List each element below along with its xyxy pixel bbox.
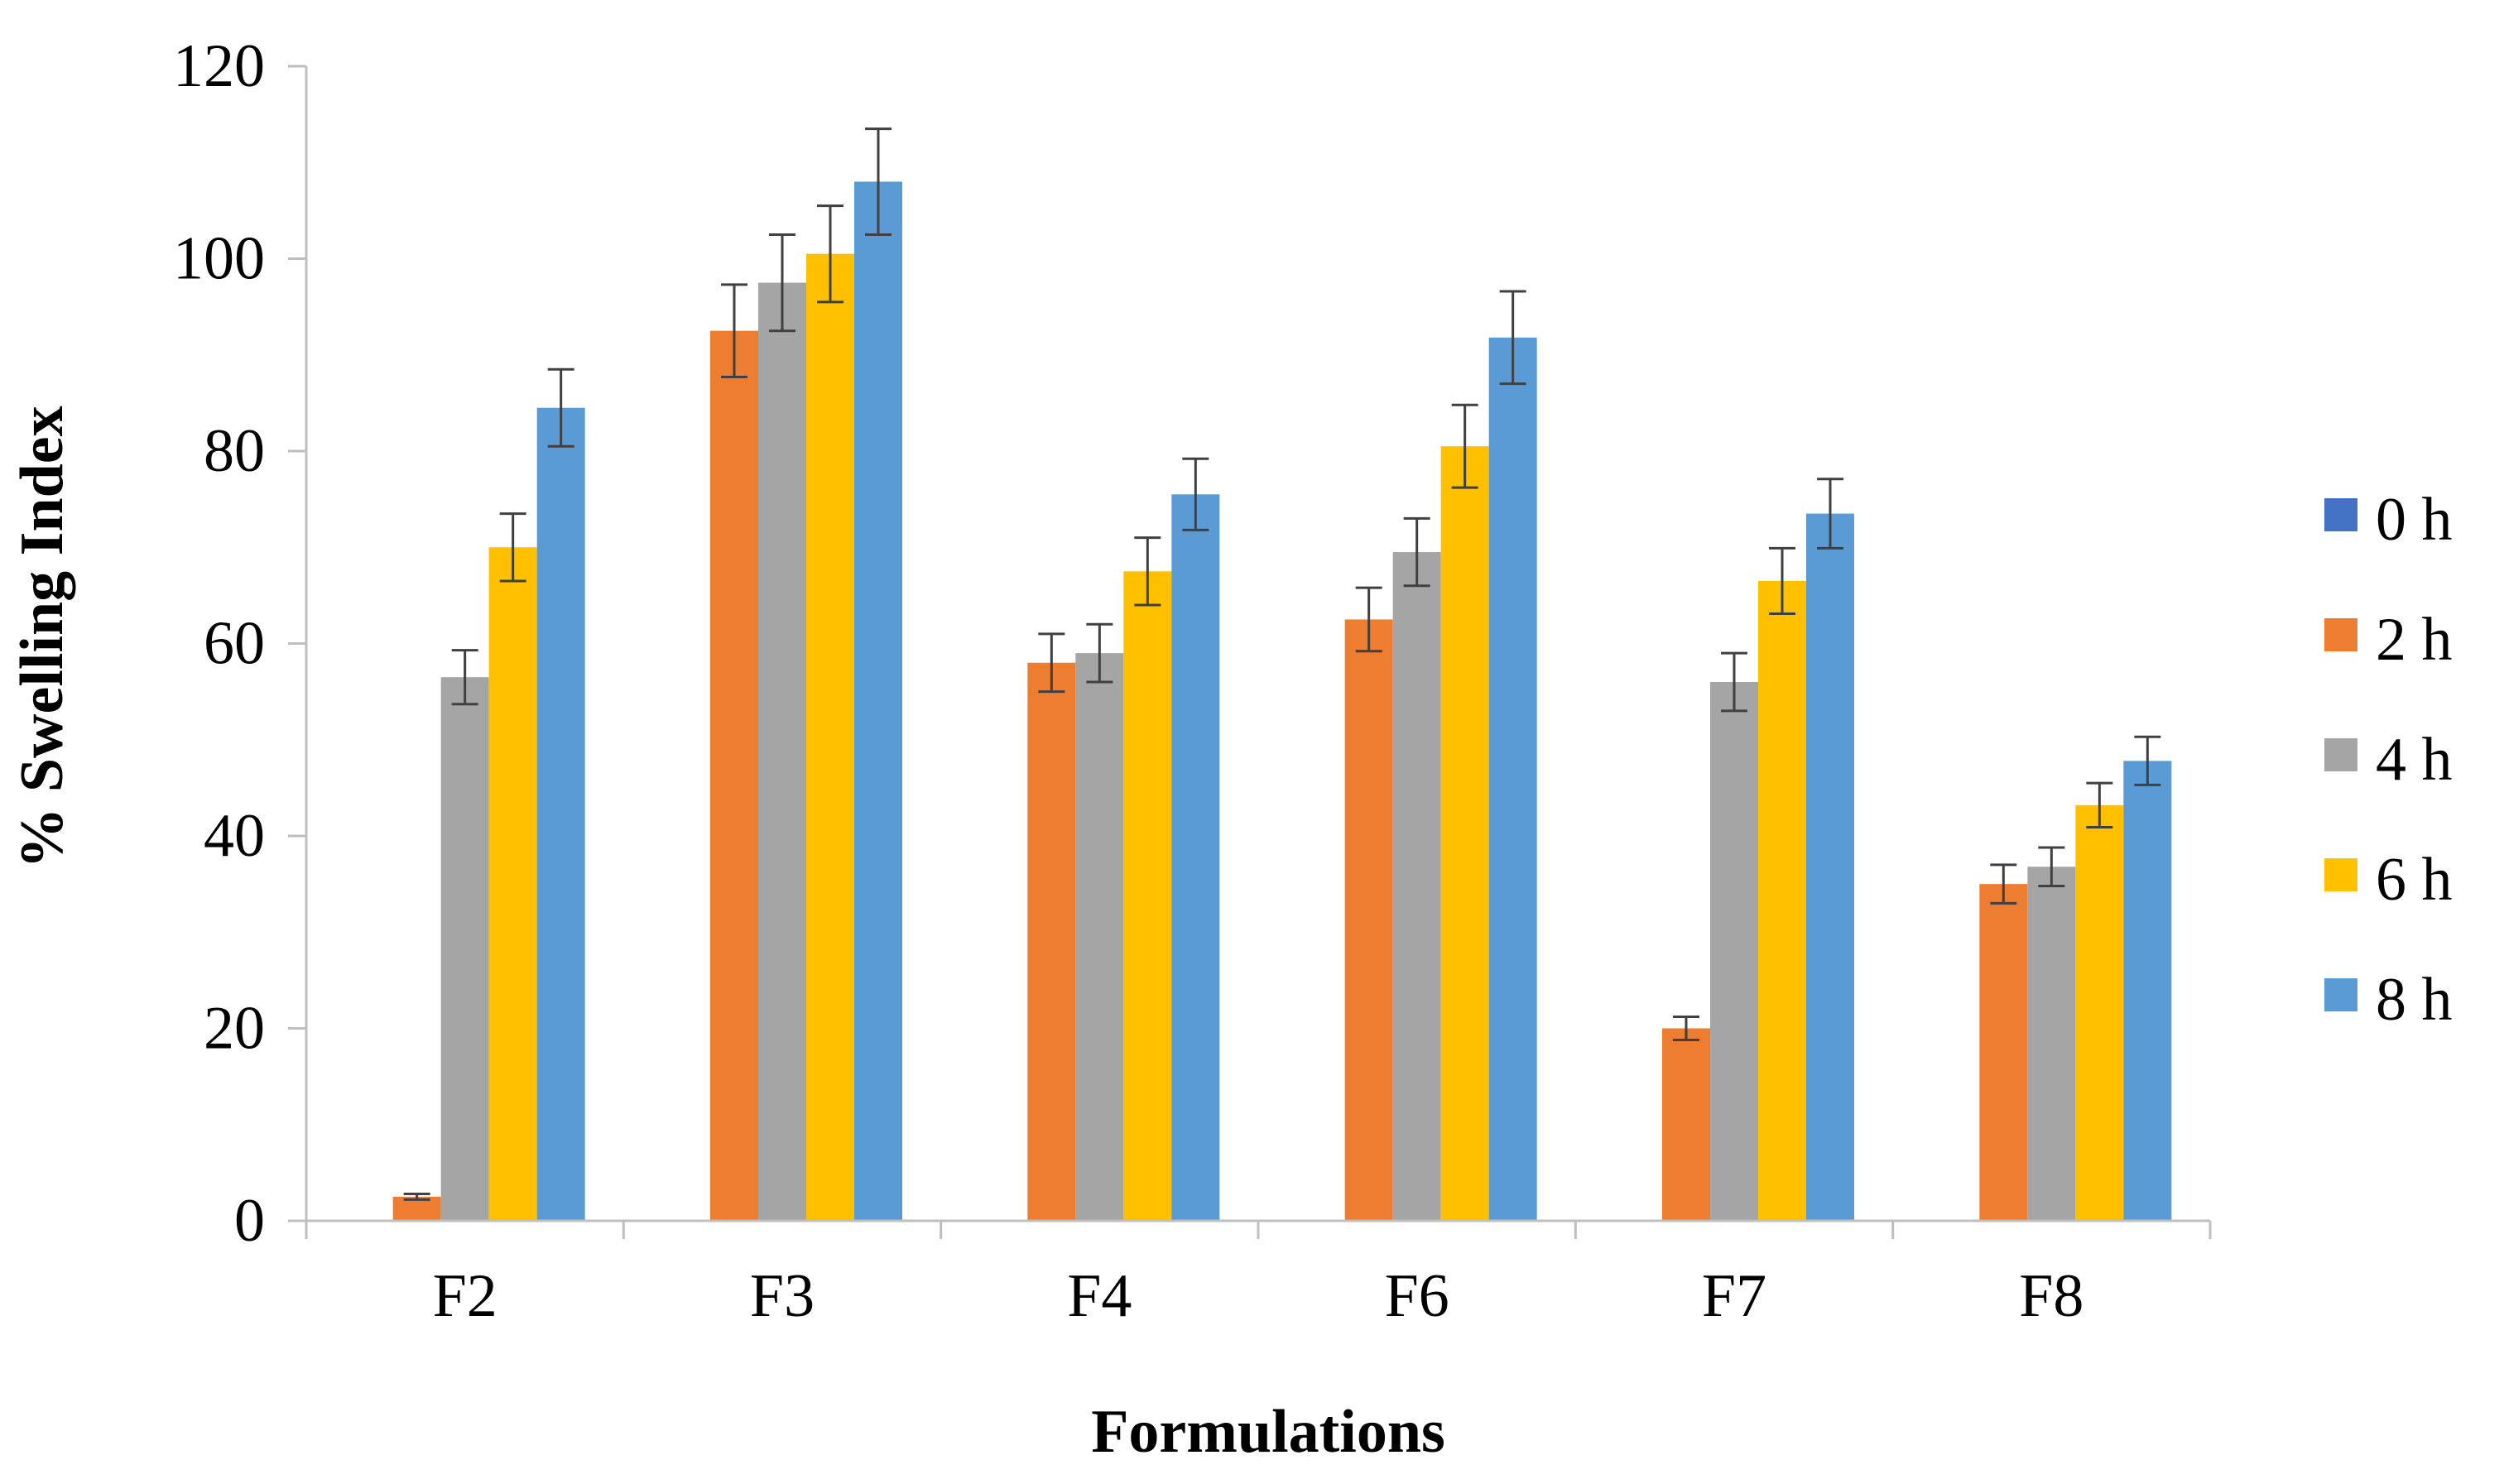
legend: 0 h 2 h 4 h 6 h 8 h xyxy=(2324,486,2453,1034)
legend-label: 2 h xyxy=(2376,606,2453,674)
bar xyxy=(710,330,758,1221)
x-tick-label: F6 xyxy=(1385,1262,1449,1330)
legend-label: 6 h xyxy=(2376,846,2453,914)
bar xyxy=(1979,884,2028,1221)
bars-layer xyxy=(392,181,2172,1222)
bar xyxy=(854,181,902,1221)
legend-swatch xyxy=(2324,738,2357,771)
error-bars-layer xyxy=(403,127,2161,1201)
y-tick-label: 0 xyxy=(234,1187,265,1255)
bar xyxy=(1440,446,1489,1221)
bar xyxy=(1171,494,1220,1221)
bar xyxy=(1027,662,1076,1221)
y-tick-label: 100 xyxy=(173,225,265,293)
legend-label: 0 h xyxy=(2376,486,2453,554)
bar xyxy=(488,547,537,1221)
bar xyxy=(1123,571,1172,1221)
bar xyxy=(1344,619,1393,1221)
legend-swatch xyxy=(2324,978,2357,1011)
y-tick-label: 60 xyxy=(204,610,265,678)
axes-layer xyxy=(305,66,2212,1239)
bar xyxy=(2123,761,2172,1221)
bar xyxy=(1758,580,1806,1221)
legend-swatch xyxy=(2324,498,2357,531)
y-axis-title: % Swelling Index xyxy=(8,406,76,868)
bar xyxy=(1488,337,1537,1222)
legend-label: 4 h xyxy=(2376,726,2453,794)
x-tick-label: F3 xyxy=(750,1262,815,1330)
bar xyxy=(2027,867,2076,1221)
bar xyxy=(1662,1028,1710,1221)
x-tick-label: F4 xyxy=(1067,1262,1132,1330)
bar xyxy=(1392,552,1441,1221)
legend-swatch xyxy=(2324,618,2357,651)
bar xyxy=(758,282,806,1221)
x-tick-label: F2 xyxy=(433,1262,497,1330)
x-tick-label: F8 xyxy=(2019,1262,2083,1330)
bar xyxy=(806,253,854,1221)
y-tick-label: 40 xyxy=(204,802,265,870)
legend-label: 8 h xyxy=(2376,966,2453,1034)
bar xyxy=(1806,513,1854,1221)
x-axis-title: Formulations xyxy=(1091,1398,1445,1466)
x-axis-ticks: F2 F3 F4 F6 F7 F8 xyxy=(433,1262,2084,1330)
bar xyxy=(440,677,489,1221)
bar xyxy=(2075,804,2124,1221)
bar xyxy=(1710,682,1758,1221)
y-tick-label: 80 xyxy=(204,417,265,485)
y-tick-label: 20 xyxy=(204,995,265,1063)
bar xyxy=(536,407,585,1221)
y-axis-ticks: 0 20 40 60 80 100 120 xyxy=(173,32,306,1255)
y-tick-label: 120 xyxy=(173,32,265,100)
legend-swatch xyxy=(2324,858,2357,891)
bar xyxy=(1075,653,1124,1221)
x-tick-label: F7 xyxy=(1702,1262,1766,1330)
